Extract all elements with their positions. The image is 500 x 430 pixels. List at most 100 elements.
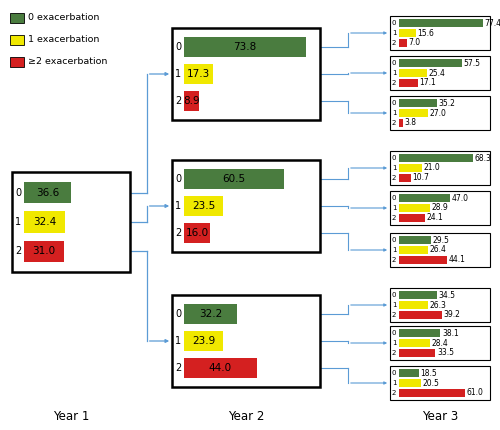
Text: 61.0: 61.0 xyxy=(467,388,483,397)
Text: 1: 1 xyxy=(175,336,181,346)
Text: 7.0: 7.0 xyxy=(408,38,420,47)
Bar xyxy=(10,35,24,45)
Text: 17.1: 17.1 xyxy=(419,78,436,87)
Text: 26.4: 26.4 xyxy=(429,246,446,255)
Bar xyxy=(399,175,410,181)
Text: 31.0: 31.0 xyxy=(32,246,56,256)
Text: 28.4: 28.4 xyxy=(432,338,448,347)
Bar xyxy=(399,379,421,387)
Text: 60.5: 60.5 xyxy=(222,174,246,184)
Bar xyxy=(399,215,425,221)
Text: 23.5: 23.5 xyxy=(192,201,215,211)
Bar xyxy=(12,172,130,272)
Bar xyxy=(184,223,210,243)
Text: 8.9: 8.9 xyxy=(183,96,200,106)
Bar xyxy=(10,57,24,67)
Text: 2: 2 xyxy=(175,363,181,373)
Text: 26.3: 26.3 xyxy=(429,301,446,310)
Bar xyxy=(399,69,426,77)
Text: Year 3: Year 3 xyxy=(422,409,458,423)
Text: 32.4: 32.4 xyxy=(33,217,56,227)
Text: 44.0: 44.0 xyxy=(208,363,232,373)
Text: Year 1: Year 1 xyxy=(53,409,89,423)
Bar xyxy=(399,154,473,162)
Text: 18.5: 18.5 xyxy=(420,369,438,378)
Bar xyxy=(184,304,237,324)
Bar xyxy=(399,19,483,27)
Text: 0: 0 xyxy=(392,20,396,26)
Text: 2: 2 xyxy=(175,96,181,106)
Text: 2: 2 xyxy=(392,80,396,86)
Text: 27.0: 27.0 xyxy=(430,108,446,117)
Text: 16.0: 16.0 xyxy=(186,228,209,238)
Bar xyxy=(184,331,224,351)
Text: 0: 0 xyxy=(392,292,396,298)
Bar xyxy=(10,13,24,23)
Bar xyxy=(399,350,436,356)
Text: 1: 1 xyxy=(175,69,181,79)
Bar xyxy=(399,204,430,212)
Text: 2: 2 xyxy=(392,40,396,46)
Text: 10.7: 10.7 xyxy=(412,173,429,182)
Bar xyxy=(399,109,428,117)
Text: 2: 2 xyxy=(392,312,396,318)
Text: 36.6: 36.6 xyxy=(36,187,59,198)
Bar xyxy=(399,292,436,298)
Text: 2: 2 xyxy=(15,246,21,256)
Text: 24.1: 24.1 xyxy=(426,213,444,222)
Text: 23.9: 23.9 xyxy=(192,336,216,346)
Text: 1: 1 xyxy=(392,340,396,346)
Text: 2: 2 xyxy=(392,390,396,396)
Text: 2: 2 xyxy=(392,175,396,181)
Text: Year 2: Year 2 xyxy=(228,409,264,423)
Bar xyxy=(399,329,440,337)
Text: 0: 0 xyxy=(392,370,396,376)
Text: 1 exacerbation: 1 exacerbation xyxy=(28,36,100,44)
Bar xyxy=(399,301,428,309)
Text: 29.5: 29.5 xyxy=(432,236,450,245)
Text: 0: 0 xyxy=(392,100,396,106)
Bar xyxy=(390,151,490,185)
Text: 38.1: 38.1 xyxy=(442,329,458,338)
Bar xyxy=(399,311,442,319)
Text: 73.8: 73.8 xyxy=(234,42,256,52)
Text: 1: 1 xyxy=(392,247,396,253)
Bar xyxy=(399,390,466,396)
Bar xyxy=(24,182,70,203)
Text: 0: 0 xyxy=(175,42,181,52)
Bar xyxy=(399,120,403,126)
Text: 0: 0 xyxy=(175,174,181,184)
Text: 25.4: 25.4 xyxy=(428,68,445,77)
Bar xyxy=(390,16,490,50)
Text: 1: 1 xyxy=(392,30,396,36)
Text: 2: 2 xyxy=(392,350,396,356)
Text: 0: 0 xyxy=(392,237,396,243)
Bar xyxy=(184,196,223,216)
Text: 1: 1 xyxy=(392,165,396,171)
Text: 2: 2 xyxy=(392,120,396,126)
Bar xyxy=(184,91,198,111)
Text: 77.4: 77.4 xyxy=(484,18,500,28)
Text: 35.2: 35.2 xyxy=(439,98,456,108)
Text: 0 exacerbation: 0 exacerbation xyxy=(28,13,100,22)
Bar xyxy=(172,295,320,387)
Text: 20.5: 20.5 xyxy=(423,378,440,387)
Bar xyxy=(390,191,490,225)
Text: ≥2 exacerbation: ≥2 exacerbation xyxy=(28,58,108,67)
Bar xyxy=(390,288,490,322)
Bar xyxy=(399,80,417,86)
Text: 1: 1 xyxy=(392,110,396,116)
Bar xyxy=(399,194,450,202)
Text: 15.6: 15.6 xyxy=(418,28,434,37)
Bar xyxy=(390,366,490,400)
Bar xyxy=(399,164,422,172)
Text: 0: 0 xyxy=(15,187,21,198)
Bar xyxy=(390,56,490,90)
Bar xyxy=(390,326,490,360)
Bar xyxy=(390,233,490,267)
Bar xyxy=(24,212,66,233)
Bar xyxy=(390,96,490,130)
Text: 17.3: 17.3 xyxy=(186,69,210,79)
Text: 1: 1 xyxy=(392,70,396,76)
Text: 1: 1 xyxy=(15,217,21,227)
